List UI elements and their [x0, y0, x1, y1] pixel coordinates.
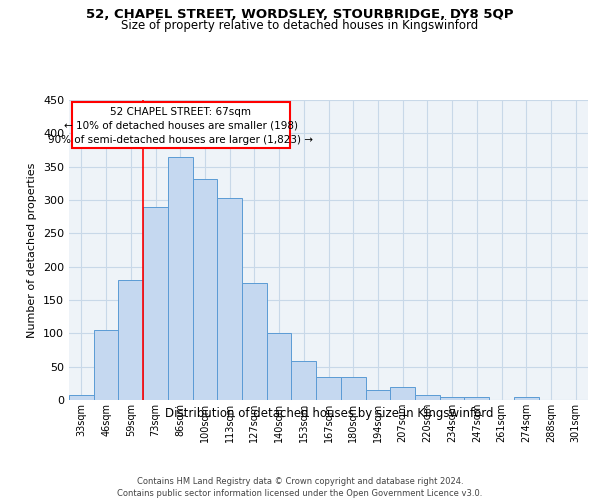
Bar [365, 390, 390, 400]
Bar [514, 398, 539, 400]
Bar [69, 394, 94, 400]
Bar [464, 398, 489, 400]
Text: 52 CHAPEL STREET: 67sqm: 52 CHAPEL STREET: 67sqm [110, 106, 251, 117]
Bar [118, 280, 143, 400]
Bar [143, 206, 168, 400]
Bar [242, 284, 267, 400]
Text: 90% of semi-detached houses are larger (1,823) →: 90% of semi-detached houses are larger (… [48, 134, 313, 144]
Bar [267, 332, 292, 400]
Bar [168, 156, 193, 400]
Bar [217, 198, 242, 400]
Bar [316, 376, 341, 400]
Bar [415, 394, 440, 400]
FancyBboxPatch shape [71, 102, 290, 148]
Text: Size of property relative to detached houses in Kingswinford: Size of property relative to detached ho… [121, 19, 479, 32]
Text: Contains HM Land Registry data © Crown copyright and database right 2024.
Contai: Contains HM Land Registry data © Crown c… [118, 476, 482, 498]
Bar [341, 376, 365, 400]
Text: ← 10% of detached houses are smaller (198): ← 10% of detached houses are smaller (19… [64, 120, 298, 130]
Bar [94, 330, 118, 400]
Bar [390, 388, 415, 400]
Bar [292, 362, 316, 400]
Bar [193, 178, 217, 400]
Bar [440, 398, 464, 400]
Y-axis label: Number of detached properties: Number of detached properties [28, 162, 37, 338]
Text: Distribution of detached houses by size in Kingswinford: Distribution of detached houses by size … [164, 408, 493, 420]
Text: 52, CHAPEL STREET, WORDSLEY, STOURBRIDGE, DY8 5QP: 52, CHAPEL STREET, WORDSLEY, STOURBRIDGE… [86, 8, 514, 20]
